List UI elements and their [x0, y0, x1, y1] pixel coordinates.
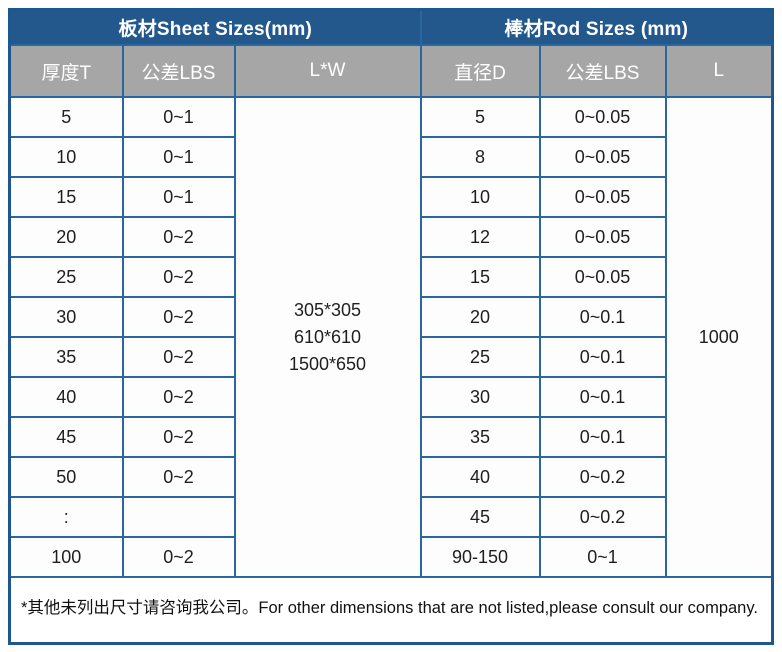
- sheet-tolerance-cell: 0~2: [121, 296, 236, 338]
- sheet-tolerance-cell: 0~2: [121, 216, 236, 258]
- rod-length-cell: 1000: [664, 96, 774, 578]
- sheet-thickness-cell: 15: [8, 176, 124, 218]
- sheet-thickness-cell: 40: [8, 376, 124, 418]
- table-row: 100 0~2 90-150 0~1: [8, 536, 773, 578]
- sheet-tolerance-cell: [121, 496, 236, 538]
- sheet-thickness-cell: 30: [8, 296, 124, 338]
- sheet-tolerance-cell: 0~1: [121, 136, 236, 178]
- sheet-tolerance-cell: 0~2: [121, 376, 236, 418]
- rod-diameter-cell: 8: [419, 136, 541, 178]
- section-title-row: 板材Sheet Sizes(mm) 棒材Rod Sizes (mm): [8, 8, 774, 46]
- table-row: : 45 0~0.2: [8, 496, 773, 538]
- col-header-length: L: [664, 44, 774, 98]
- sheet-thickness-cell: 35: [8, 336, 124, 378]
- col-header-sheet-tolerance: 公差LBS: [121, 44, 236, 98]
- sheet-thickness-cell: 5: [8, 96, 124, 138]
- sheet-thickness-cell: 25: [8, 256, 124, 298]
- col-header-diameter: 直径D: [419, 44, 541, 98]
- rod-tolerance-cell: 0~0.2: [538, 456, 667, 498]
- col-header-lw: L*W: [233, 44, 422, 98]
- rod-tolerance-cell: 0~0.1: [538, 376, 667, 418]
- sheet-thickness-cell: 100: [8, 536, 124, 578]
- rod-tolerance-cell: 0~0.05: [538, 96, 667, 138]
- rod-diameter-cell: 15: [419, 256, 541, 298]
- table-row: 15 0~1 10 0~0.05: [8, 176, 773, 218]
- sheet-tolerance-cell: 0~2: [121, 416, 236, 458]
- rod-sizes-header: 棒材Rod Sizes (mm): [419, 8, 774, 46]
- table-row: 50 0~2 40 0~0.2: [8, 456, 773, 498]
- sheet-tolerance-cell: 0~2: [121, 456, 236, 498]
- lw-value: 305*305: [293, 299, 362, 320]
- footnote-row: *其他未列出尺寸请咨询我公司。For other dimensions that…: [8, 576, 774, 645]
- col-header-thickness: 厚度T: [8, 44, 124, 98]
- rod-diameter-cell: 5: [419, 96, 541, 138]
- rod-diameter-cell: 20: [419, 296, 541, 338]
- sheet-thickness-cell: 50: [8, 456, 124, 498]
- table-row: 35 0~2 25 0~0.1: [8, 336, 773, 378]
- lw-value: 1500*650: [288, 353, 367, 374]
- table-row: 20 0~2 12 0~0.05: [8, 216, 773, 258]
- table-row: 10 0~1 8 0~0.05: [8, 136, 773, 178]
- spec-table: 板材Sheet Sizes(mm) 棒材Rod Sizes (mm) 厚度T 公…: [8, 8, 775, 645]
- sheet-thickness-cell: :: [8, 496, 124, 538]
- sheet-lw-cell: 305*305 610*610 1500*650: [233, 96, 422, 578]
- column-header-row: 厚度T 公差LBS L*W 直径D 公差LBS L: [8, 44, 774, 98]
- footnote: *其他未列出尺寸请咨询我公司。For other dimensions that…: [8, 576, 774, 645]
- table-row: 30 0~2 20 0~0.1: [8, 296, 773, 338]
- sheet-tolerance-cell: 0~2: [121, 256, 236, 298]
- rod-diameter-cell: 12: [419, 216, 541, 258]
- rod-tolerance-cell: 0~1: [538, 536, 667, 578]
- rod-tolerance-cell: 0~0.1: [538, 416, 667, 458]
- rod-tolerance-cell: 0~0.1: [538, 336, 667, 378]
- lw-value: 610*610: [293, 326, 362, 347]
- table-row: 5 0~1 305*305 610*610 1500*650 5 0~0.05 …: [8, 96, 774, 578]
- rod-diameter-cell: 35: [419, 416, 541, 458]
- rod-tolerance-cell: 0~0.1: [538, 296, 667, 338]
- sheet-thickness-cell: 10: [8, 136, 124, 178]
- rod-tolerance-cell: 0~0.2: [538, 496, 667, 538]
- sheet-thickness-cell: 45: [8, 416, 124, 458]
- sheet-tolerance-cell: 0~2: [121, 336, 236, 378]
- rod-diameter-cell: 40: [419, 456, 541, 498]
- sheet-tolerance-cell: 0~1: [121, 96, 236, 138]
- table-row: 45 0~2 35 0~0.1: [8, 416, 773, 458]
- sheet-sizes-header: 板材Sheet Sizes(mm): [8, 8, 422, 46]
- sheet-thickness-cell: 20: [8, 216, 124, 258]
- rod-tolerance-cell: 0~0.05: [538, 216, 667, 258]
- sheet-tolerance-cell: 0~2: [121, 536, 236, 578]
- rod-tolerance-cell: 0~0.05: [538, 136, 667, 178]
- rod-tolerance-cell: 0~0.05: [538, 176, 667, 218]
- col-header-rod-tolerance: 公差LBS: [538, 44, 667, 98]
- rod-diameter-cell: 90-150: [419, 536, 541, 578]
- rod-diameter-cell: 25: [419, 336, 541, 378]
- rod-diameter-cell: 30: [419, 376, 541, 418]
- rod-diameter-cell: 45: [419, 496, 541, 538]
- table-row: 40 0~2 30 0~0.1: [8, 376, 773, 418]
- sheet-tolerance-cell: 0~1: [121, 176, 236, 218]
- rod-tolerance-cell: 0~0.05: [538, 256, 667, 298]
- table-row: 25 0~2 15 0~0.05: [8, 256, 773, 298]
- rod-diameter-cell: 10: [419, 176, 541, 218]
